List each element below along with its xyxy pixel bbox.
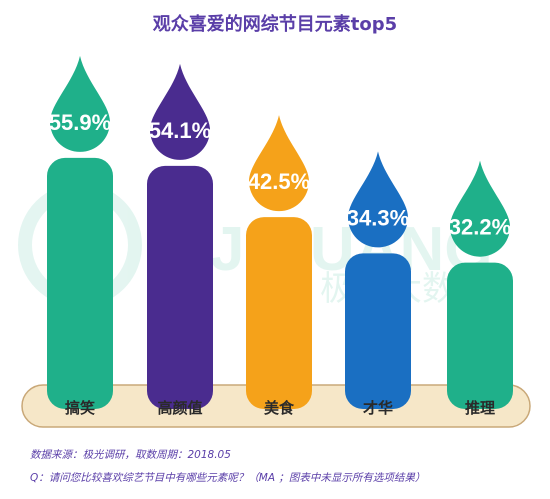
category-label-1: 高颜值 bbox=[157, 399, 202, 417]
bar-4 bbox=[447, 262, 513, 409]
bar-1 bbox=[147, 165, 213, 409]
category-label-4: 推理 bbox=[465, 399, 495, 417]
value-drop-4 bbox=[449, 160, 510, 257]
value-drop-1 bbox=[150, 63, 210, 160]
category-label-3: 才华 bbox=[363, 399, 393, 417]
value-drop-0 bbox=[50, 55, 110, 152]
bar-2 bbox=[246, 217, 312, 409]
value-label-4: 32.2% bbox=[449, 215, 511, 240]
value-label-1: 54.1% bbox=[149, 118, 211, 143]
question-note: Q：请问您比较喜欢综艺节目中有哪些元素呢？（MA ；图表中未显示所有选项结果） bbox=[30, 472, 426, 484]
category-label-2: 美食 bbox=[264, 399, 295, 417]
chart-title: 观众喜爱的网综节目元素top5 bbox=[152, 14, 398, 35]
value-label-2: 42.5% bbox=[248, 169, 310, 194]
value-label-3: 34.3% bbox=[347, 205, 409, 230]
value-drop-2 bbox=[249, 115, 309, 212]
value-drop-3 bbox=[348, 151, 408, 248]
value-label-0: 55.9% bbox=[49, 110, 111, 135]
data-source-note: 数据来源：极光调研，取数周期：2018.05 bbox=[30, 449, 231, 461]
category-label-0: 搞笑 bbox=[65, 399, 95, 417]
bar-3 bbox=[345, 253, 411, 409]
bar-0 bbox=[47, 157, 113, 409]
